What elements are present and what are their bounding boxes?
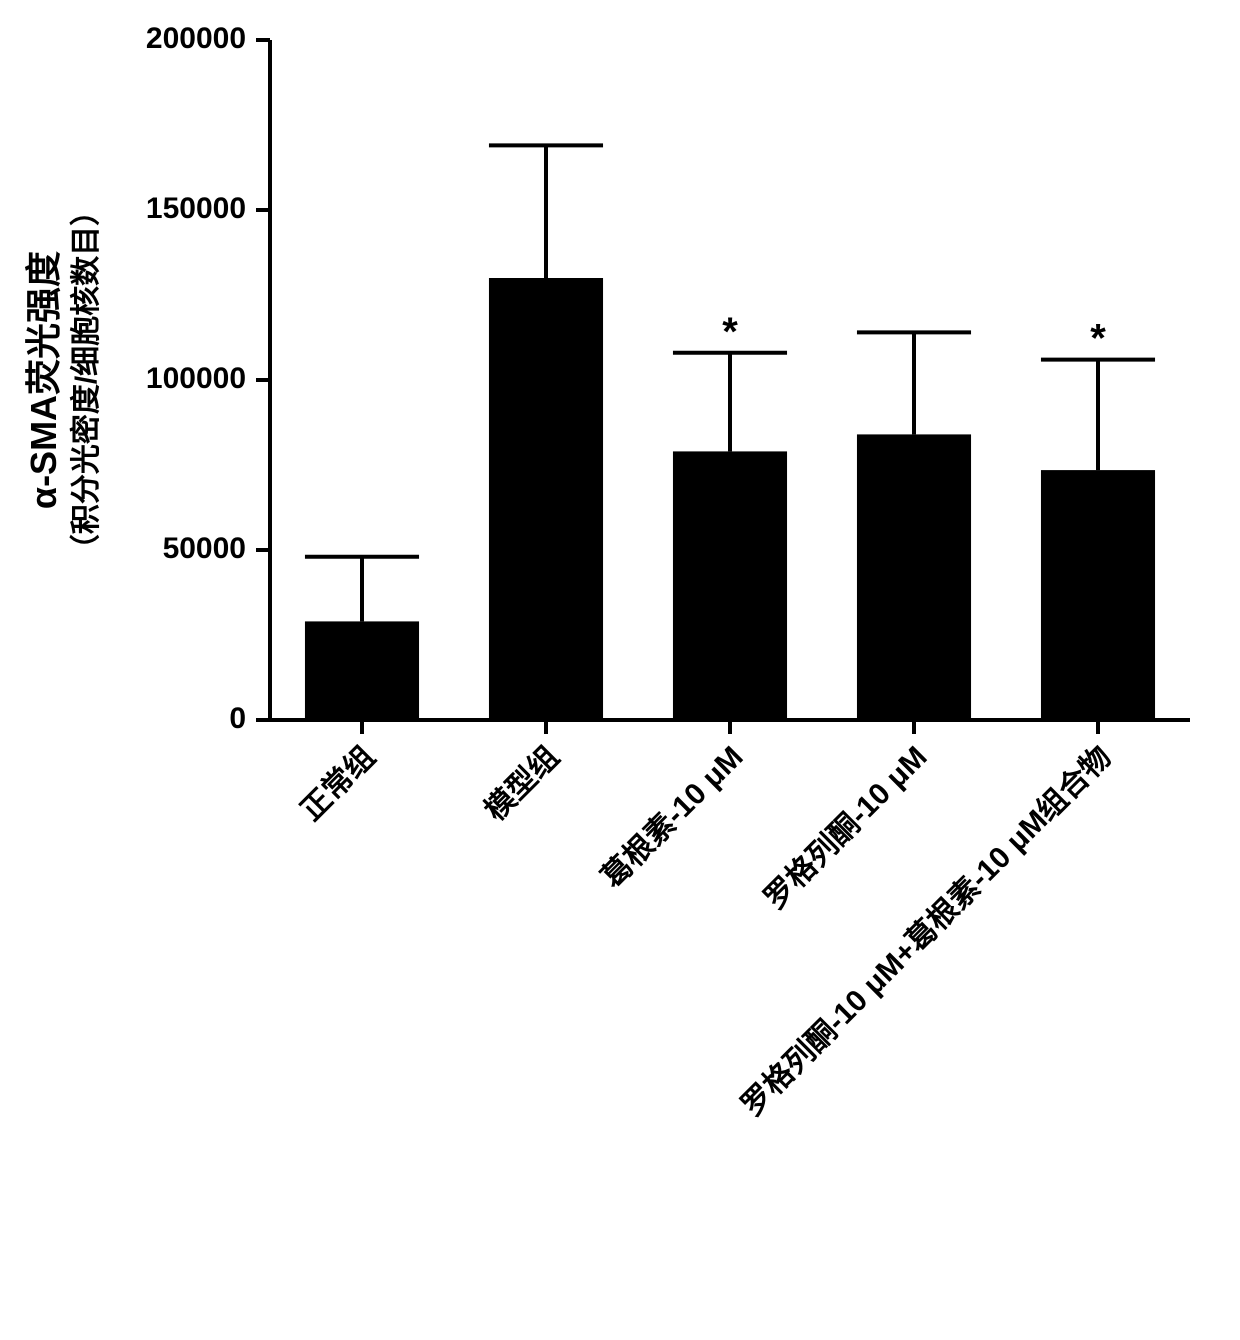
y-axis-title: α-SMA荧光强度（积分光密度/细胞核数目）	[23, 196, 103, 564]
bar-chart: **050000100000150000200000正常组模型组葛根素-10 μ…	[0, 0, 1240, 1340]
y-tick-label: 100000	[146, 362, 246, 395]
bar	[857, 434, 971, 720]
bar	[1041, 470, 1155, 720]
y-axis-title-line1: α-SMA荧光强度	[23, 251, 64, 509]
bar	[673, 451, 787, 720]
significance-marker: *	[722, 310, 738, 354]
significance-marker: *	[1090, 317, 1106, 361]
y-tick-label: 50000	[163, 532, 246, 565]
bar	[489, 278, 603, 720]
y-axis-title-line2: （积分光密度/细胞核数目）	[69, 196, 103, 564]
chart-svg: **050000100000150000200000正常组模型组葛根素-10 μ…	[0, 0, 1240, 1340]
y-tick-label: 150000	[146, 192, 246, 225]
bar	[305, 621, 419, 720]
y-tick-label: 0	[229, 702, 246, 735]
y-tick-label: 200000	[146, 22, 246, 55]
